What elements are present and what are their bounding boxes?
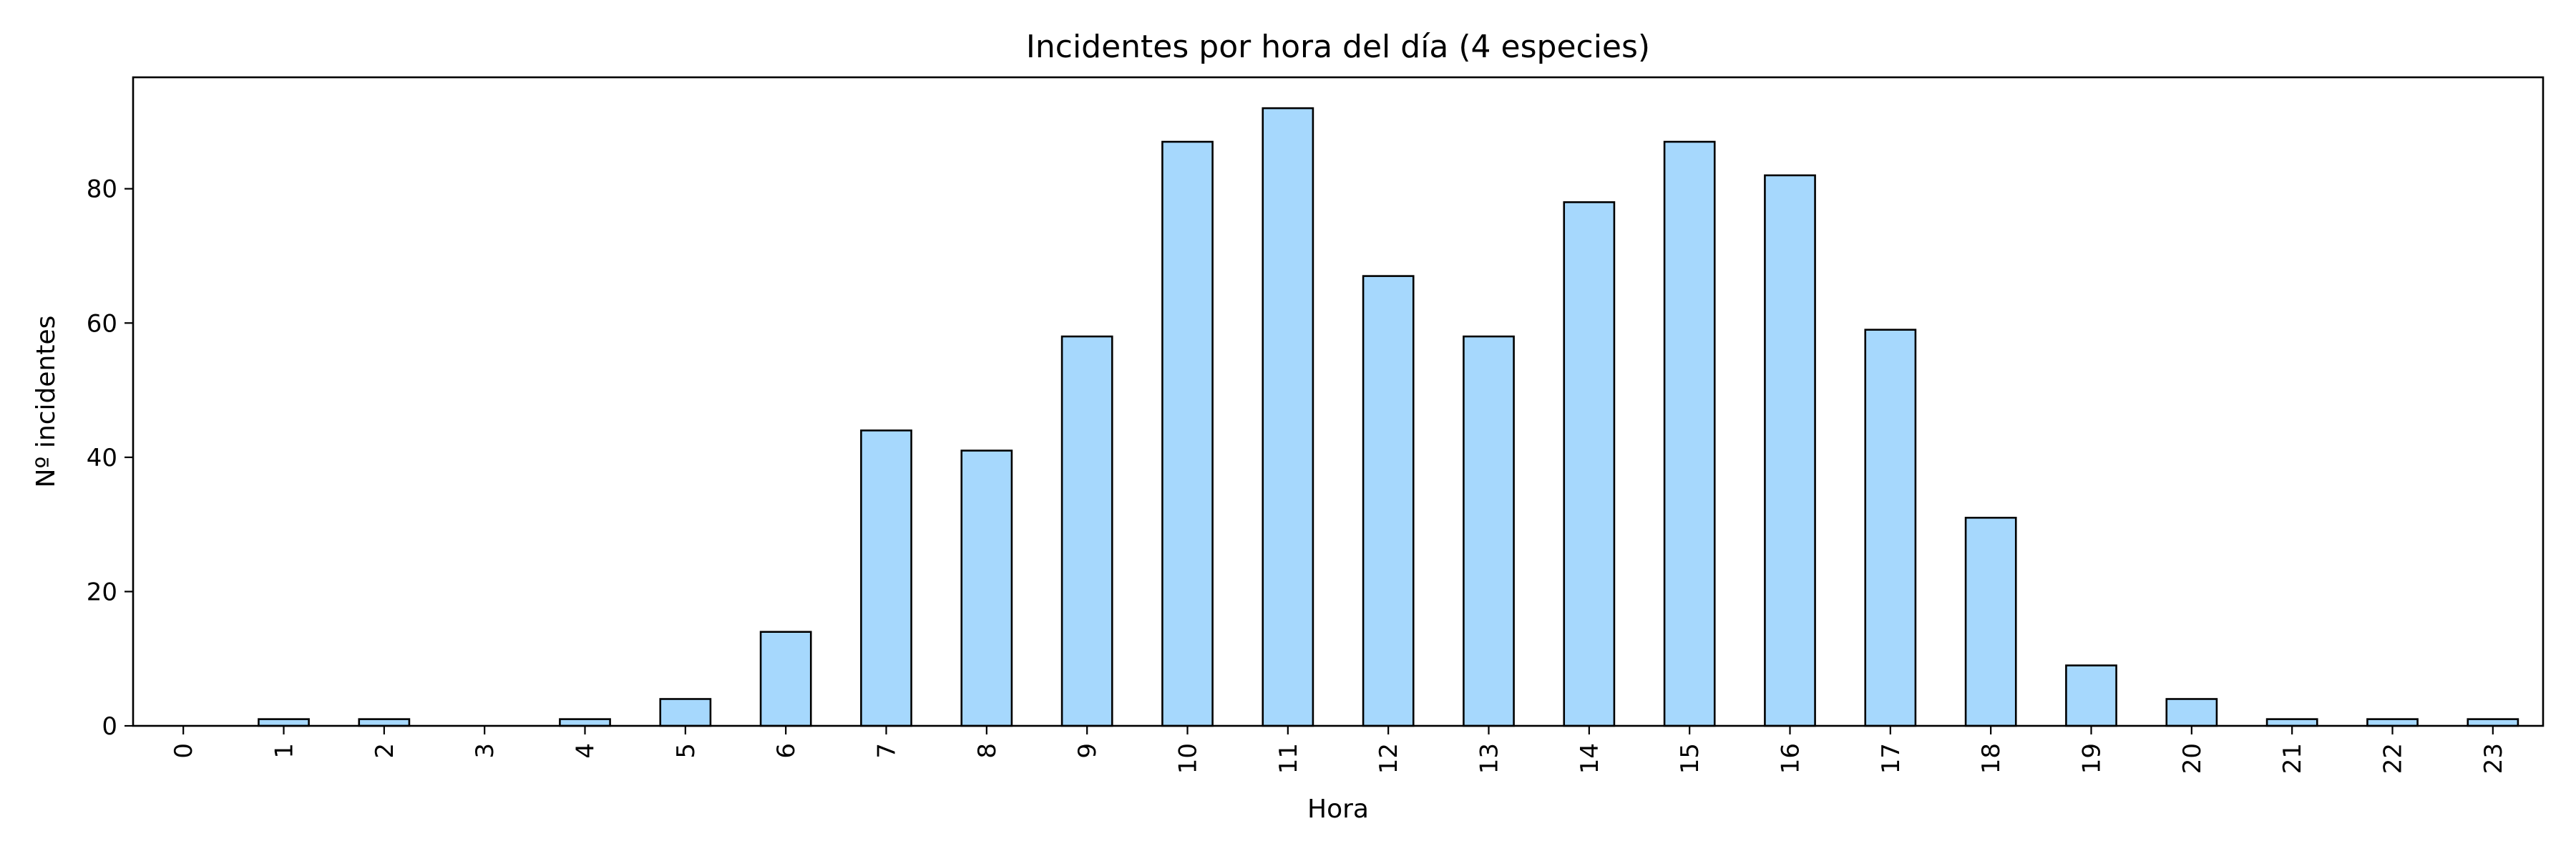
x-tick-label: 23 — [2479, 743, 2508, 774]
x-tick-label: 17 — [1877, 743, 1906, 774]
x-axis: 0 1 2 3 4 5 6 7 8 9 10 11 12 13 14 15 16 17 18 19 20 21 22 23 — [170, 726, 2508, 774]
y-axis-label: Nº incidentes — [31, 316, 61, 488]
bar-4 — [559, 718, 611, 727]
x-tick-label: 13 — [1475, 743, 1504, 774]
bar-10 — [1161, 140, 1214, 727]
bar-17 — [1864, 329, 1917, 727]
bars-group — [258, 107, 2519, 727]
x-tick-label: 20 — [2178, 743, 2207, 774]
bar-6 — [759, 631, 812, 727]
bar-19 — [2065, 664, 2117, 727]
y-tick-label: 60 — [87, 309, 117, 338]
bar-9 — [1060, 335, 1113, 727]
bar-16 — [1764, 174, 1816, 727]
bar-1 — [258, 718, 310, 727]
y-tick-label: 20 — [87, 578, 117, 606]
bar-23 — [2467, 718, 2519, 727]
x-tick-label: 9 — [1073, 743, 1102, 759]
y-tick-label: 0 — [102, 712, 117, 741]
y-tick-label: 80 — [87, 175, 117, 204]
x-tick-label: 1 — [270, 743, 299, 759]
x-tick-label: 21 — [2278, 743, 2307, 774]
x-tick-label: 2 — [371, 743, 399, 759]
bar-15 — [1663, 140, 1716, 727]
chart-title: Incidentes por hora del día (4 especies) — [1026, 29, 1650, 65]
x-tick-label: 18 — [1977, 743, 2006, 774]
bar-20 — [2165, 698, 2218, 727]
x-tick-label: 14 — [1576, 743, 1604, 774]
x-tick-label: 15 — [1676, 743, 1704, 774]
x-tick-label: 3 — [471, 743, 499, 759]
x-tick-label: 7 — [873, 743, 902, 759]
bar-13 — [1463, 335, 1515, 727]
x-tick-label: 12 — [1375, 743, 1403, 774]
x-tick-label: 11 — [1274, 743, 1303, 774]
bar-8 — [960, 450, 1013, 727]
plot-frame — [132, 76, 2545, 727]
y-tick-label: 40 — [87, 444, 117, 472]
x-tick-label: 4 — [572, 743, 600, 759]
x-tick-label: 5 — [672, 743, 701, 759]
bar-22 — [2366, 718, 2419, 727]
bar-11 — [1262, 107, 1314, 727]
y-axis: 0 20 40 60 80 — [87, 175, 133, 741]
x-tick-label: 10 — [1174, 743, 1203, 774]
bar-21 — [2265, 718, 2318, 727]
x-tick-label: 0 — [170, 743, 198, 759]
x-tick-label: 16 — [1777, 743, 1805, 774]
x-axis-label: Hora — [1307, 795, 1369, 824]
bar-7 — [860, 430, 912, 727]
bar-14 — [1563, 201, 1616, 727]
bar-5 — [659, 698, 712, 727]
bar-18 — [1964, 516, 2017, 727]
bar-12 — [1362, 275, 1415, 727]
bar-2 — [358, 718, 411, 727]
x-tick-label: 6 — [772, 743, 801, 759]
x-tick-label: 8 — [973, 743, 1002, 759]
x-tick-label: 19 — [2078, 743, 2107, 774]
x-tick-label: 22 — [2379, 743, 2408, 774]
